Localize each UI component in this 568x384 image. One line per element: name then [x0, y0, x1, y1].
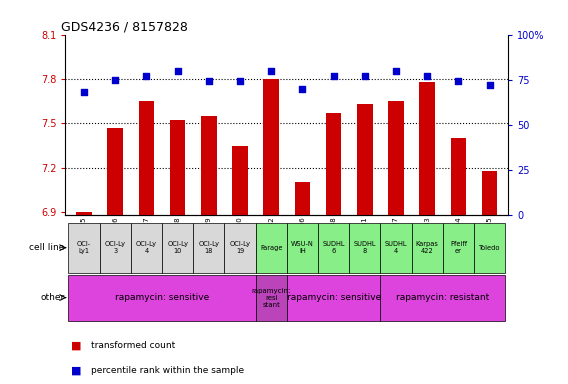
- Point: [485, 82, 494, 88]
- Point: [204, 78, 214, 84]
- Point: [454, 78, 463, 84]
- Bar: [107, 128, 123, 215]
- Bar: [318, 223, 349, 273]
- Text: SUDHL
6: SUDHL 6: [323, 241, 345, 254]
- Bar: [450, 138, 466, 215]
- Bar: [381, 275, 506, 321]
- Bar: [201, 116, 216, 215]
- Bar: [68, 223, 99, 273]
- Bar: [232, 146, 248, 215]
- Text: OCI-Ly
3: OCI-Ly 3: [105, 241, 126, 254]
- Bar: [357, 104, 373, 215]
- Bar: [295, 182, 310, 215]
- Point: [142, 73, 151, 79]
- Text: rapamycin: resistant: rapamycin: resistant: [396, 293, 490, 302]
- Text: OCI-Ly
4: OCI-Ly 4: [136, 241, 157, 254]
- Text: OCI-Ly
10: OCI-Ly 10: [167, 241, 188, 254]
- Text: OCI-Ly
18: OCI-Ly 18: [198, 241, 219, 254]
- Bar: [256, 223, 287, 273]
- Text: Farage: Farage: [260, 245, 282, 251]
- Bar: [193, 223, 224, 273]
- Bar: [443, 223, 474, 273]
- Text: GDS4236 / 8157828: GDS4236 / 8157828: [61, 20, 188, 33]
- Point: [267, 68, 276, 74]
- Bar: [131, 223, 162, 273]
- Text: percentile rank within the sample: percentile rank within the sample: [91, 366, 244, 375]
- Text: SUDHL
4: SUDHL 4: [385, 241, 407, 254]
- Bar: [162, 223, 193, 273]
- Bar: [76, 212, 92, 215]
- Text: ■: ■: [71, 366, 81, 376]
- Bar: [68, 275, 256, 321]
- Point: [236, 78, 245, 84]
- Bar: [264, 79, 279, 215]
- Text: rapamycin: sensitive: rapamycin: sensitive: [286, 293, 381, 302]
- Text: ■: ■: [71, 341, 81, 351]
- Point: [298, 86, 307, 92]
- Bar: [224, 223, 256, 273]
- Text: other: other: [40, 293, 65, 302]
- Text: OCI-
Ly1: OCI- Ly1: [77, 241, 91, 254]
- Text: Toledo: Toledo: [479, 245, 500, 251]
- Point: [173, 68, 182, 74]
- Text: transformed count: transformed count: [91, 341, 175, 350]
- Bar: [381, 223, 412, 273]
- Bar: [389, 101, 404, 215]
- Text: Pfeiff
er: Pfeiff er: [450, 241, 467, 254]
- Bar: [419, 82, 435, 215]
- Text: cell line: cell line: [30, 243, 65, 252]
- Text: WSU-N
IH: WSU-N IH: [291, 241, 314, 254]
- Point: [329, 73, 338, 79]
- Point: [423, 73, 432, 79]
- Bar: [99, 223, 131, 273]
- Text: Karpas
422: Karpas 422: [416, 241, 438, 254]
- Bar: [170, 120, 185, 215]
- Bar: [349, 223, 381, 273]
- Bar: [139, 101, 154, 215]
- Bar: [412, 223, 443, 273]
- Bar: [287, 275, 381, 321]
- Point: [111, 76, 120, 83]
- Point: [391, 68, 400, 74]
- Bar: [287, 223, 318, 273]
- Bar: [256, 275, 287, 321]
- Bar: [482, 170, 498, 215]
- Text: OCI-Ly
19: OCI-Ly 19: [229, 241, 250, 254]
- Bar: [474, 223, 506, 273]
- Text: rapamycin:
resi
stant: rapamycin: resi stant: [252, 288, 291, 308]
- Text: rapamycin: sensitive: rapamycin: sensitive: [115, 293, 209, 302]
- Point: [360, 73, 369, 79]
- Point: [80, 89, 89, 95]
- Bar: [326, 113, 341, 215]
- Text: SUDHL
8: SUDHL 8: [354, 241, 376, 254]
